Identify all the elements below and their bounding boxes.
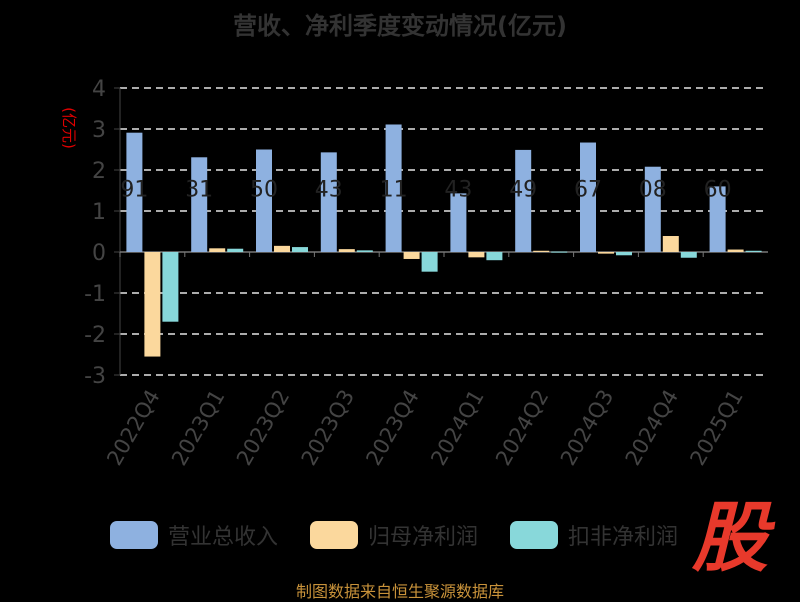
data-label-2025Q1: 60 [704, 178, 732, 203]
x-tick-label-2023Q1: 2023Q1 [167, 386, 229, 470]
y-tick-label: 1 [92, 200, 106, 225]
legend-label-revenue: 营业总收入 [168, 525, 279, 550]
data-label-2023Q4: 11 [380, 178, 408, 203]
x-tick-label-2023Q2: 2023Q2 [232, 386, 294, 470]
bar-2023Q2-series-1 [274, 245, 290, 252]
bars [126, 124, 762, 357]
source-note: 制图数据来自恒生聚源数据库 [295, 582, 504, 601]
bar-2022Q4-series-0 [126, 132, 143, 252]
x-tick-label-2022Q4: 2022Q4 [102, 386, 164, 470]
x-tick-label-2024Q3: 2024Q3 [556, 386, 618, 470]
bar-2023Q4-series-2 [421, 252, 438, 272]
legend-swatch-deducted-profit [510, 521, 558, 549]
y-tick-label: -1 [84, 282, 106, 307]
bar-2025Q1-series-2 [745, 250, 762, 252]
bar-2024Q4-series-0 [644, 166, 661, 252]
data-label-2022Q4: 91 [120, 178, 148, 203]
data-label-2024Q4: 08 [639, 178, 667, 203]
y-tick-label: 2 [92, 159, 106, 184]
bar-2024Q1-series-2 [486, 252, 503, 261]
data-label-2024Q1: 43 [444, 178, 472, 203]
y-axis-label: (亿元) [60, 107, 78, 149]
bar-2023Q2-series-0 [256, 149, 272, 252]
bar-2024Q1-series-0 [450, 193, 467, 252]
bar-2023Q1-series-2 [227, 248, 244, 252]
data-labels: 91 31 50 43 11 43 49 67 08 60 [120, 178, 731, 203]
data-label-2023Q3: 43 [315, 178, 343, 203]
y-tick-label: -3 [84, 364, 106, 389]
bar-2024Q2-series-2 [551, 251, 568, 253]
x-tick-label-2023Q4: 2023Q4 [361, 386, 423, 470]
bar-2023Q4-series-0 [385, 124, 402, 252]
x-tick-label-2023Q3: 2023Q3 [297, 386, 359, 470]
chart-title: 营收、净利季度变动情况(亿元) [233, 12, 567, 40]
y-tick-label: 3 [92, 118, 106, 143]
y-tick-label: -2 [84, 323, 106, 348]
bar-2024Q4-series-1 [662, 236, 679, 252]
brand-logo: 股 [692, 493, 768, 582]
data-label-2024Q2: 49 [509, 178, 537, 203]
bar-2024Q2-series-1 [533, 250, 550, 252]
bar-2023Q3-series-2 [356, 250, 373, 252]
bar-2022Q4-series-2 [162, 252, 179, 322]
legend-item-revenue[interactable]: 营业总收入 [110, 518, 278, 552]
y-tick-label: 0 [92, 241, 106, 266]
legend-swatch-net-profit [310, 521, 358, 549]
bar-2023Q3-series-0 [320, 152, 337, 252]
x-tick-label-2024Q2: 2024Q2 [491, 386, 553, 470]
bar-2023Q1-series-0 [191, 157, 208, 252]
bar-2023Q1-series-1 [209, 248, 226, 252]
legend-label-net-profit: 归母净利润 [368, 525, 479, 550]
x-tick-label-2024Q4: 2024Q4 [621, 386, 683, 470]
x-tick-label-2025Q1: 2025Q1 [685, 386, 747, 470]
gridlines [120, 87, 768, 376]
data-label-2023Q2: 50 [250, 178, 278, 203]
legend-item-net-profit[interactable]: 归母净利润 [310, 518, 478, 552]
legend-label-deducted-profit: 扣非净利润 [568, 525, 679, 550]
data-label-2024Q3: 67 [574, 178, 602, 203]
bar-2023Q2-series-2 [292, 247, 308, 252]
legend-item-deducted-profit[interactable]: 扣非净利润 [510, 518, 678, 552]
bar-2023Q4-series-1 [403, 252, 420, 259]
bar-2024Q4-series-2 [680, 252, 697, 258]
bar-2022Q4-series-1 [144, 252, 161, 357]
x-tick-label-2024Q1: 2024Q1 [426, 386, 488, 470]
bar-2024Q3-series-2 [616, 252, 632, 256]
bar-2023Q3-series-1 [338, 249, 355, 252]
bar-2024Q3-series-0 [580, 142, 596, 252]
legend: 营业总收入 归母净利润 扣非净利润 [0, 518, 700, 552]
y-tick-label: 4 [92, 77, 106, 102]
bar-2024Q1-series-1 [468, 252, 485, 258]
legend-swatch-revenue [110, 521, 158, 549]
bar-2024Q3-series-1 [598, 252, 614, 254]
bar-2025Q1-series-1 [727, 249, 744, 252]
bar-2025Q1-series-0 [709, 186, 726, 252]
data-label-2023Q1: 31 [185, 178, 213, 203]
bar-2024Q2-series-0 [515, 149, 532, 252]
